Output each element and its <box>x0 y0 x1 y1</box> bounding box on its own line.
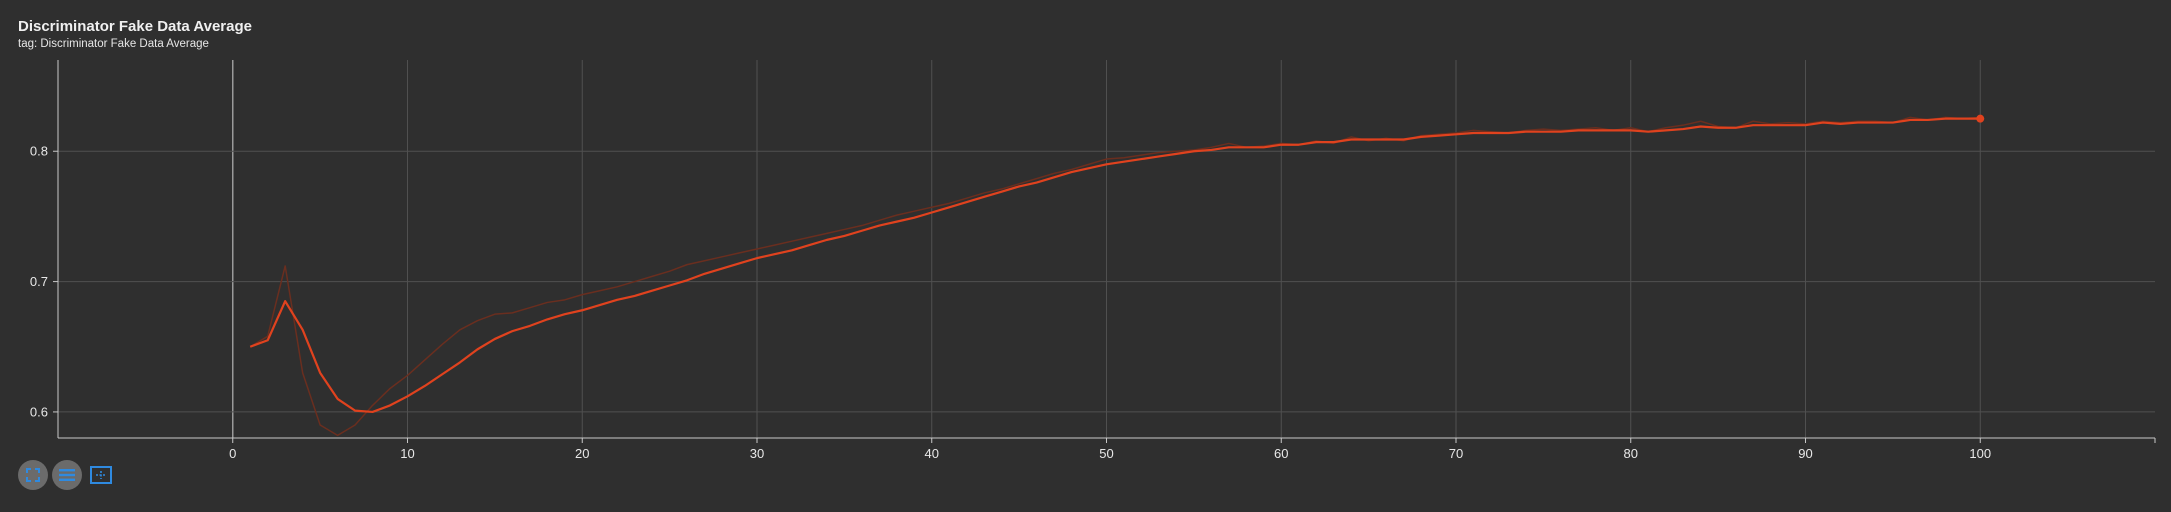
x-tick-label: 80 <box>1624 446 1638 461</box>
smoothed-series-line <box>249 117 1981 414</box>
fit-domain-icon <box>26 468 40 482</box>
chart-tag-label: tag: Discriminator Fake Data Average <box>18 38 209 50</box>
x-tick-label: 0 <box>229 446 236 461</box>
x-tick-label: 70 <box>1449 446 1463 461</box>
zoom-select-button[interactable] <box>86 460 116 490</box>
x-tick-label: 40 <box>925 446 939 461</box>
series-layer <box>249 114 1985 437</box>
fit-domain-button[interactable] <box>18 460 48 490</box>
chart-header: Discriminator Fake Data Average tag: Dis… <box>18 17 252 51</box>
x-tick-label: 60 <box>1274 446 1288 461</box>
x-tick-label: 100 <box>1969 446 1991 461</box>
y-tick-label: 0.6 <box>30 404 48 419</box>
x-tick-label: 30 <box>750 446 764 461</box>
y-tick-label: 0.7 <box>30 274 48 289</box>
toggle-series-list-icon <box>59 469 75 481</box>
x-tick-label: 20 <box>575 446 589 461</box>
toggle-series-list-button[interactable] <box>52 460 82 490</box>
y-tick-label: 0.8 <box>30 144 48 159</box>
raw-series-line <box>249 116 1981 437</box>
x-tick-label: 90 <box>1798 446 1812 461</box>
chart-toolbar <box>18 460 116 490</box>
last-point-marker <box>1976 114 1985 123</box>
x-tick-label: 50 <box>1099 446 1113 461</box>
x-tick-label: 10 <box>400 446 414 461</box>
tick-label-layer: 0 10 20 30 40 50 60 70 80 90 100 0.6 0.7 0.8 <box>30 144 1991 461</box>
zoom-select-icon <box>90 466 112 484</box>
axis-layer <box>53 60 2156 443</box>
chart-title: Discriminator Fake Data Average <box>18 18 252 35</box>
grid-layer <box>58 60 2155 438</box>
